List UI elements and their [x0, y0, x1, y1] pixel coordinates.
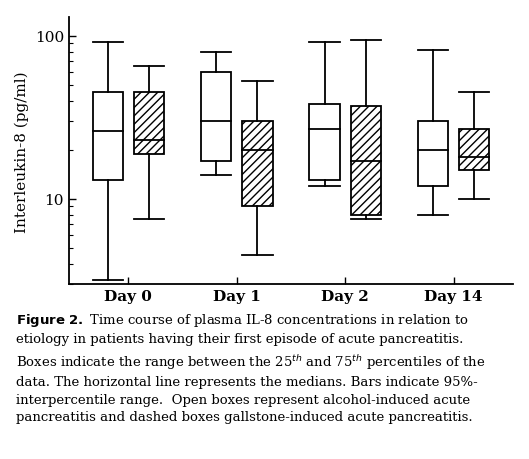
Bar	[351, 107, 381, 215]
Bar	[93, 93, 123, 181]
Text: $\mathbf{Figure\ 2.}$ Time course of plasma IL-8 concentrations in relation to
e: $\mathbf{Figure\ 2.}$ Time course of pla…	[16, 311, 485, 423]
Bar	[134, 93, 164, 154]
Y-axis label: Interleukin-8 (pg/ml): Interleukin-8 (pg/ml)	[15, 71, 29, 232]
Bar	[309, 105, 340, 181]
Bar	[242, 122, 272, 207]
Bar	[418, 122, 448, 187]
Bar	[459, 129, 489, 171]
Bar	[201, 73, 231, 162]
